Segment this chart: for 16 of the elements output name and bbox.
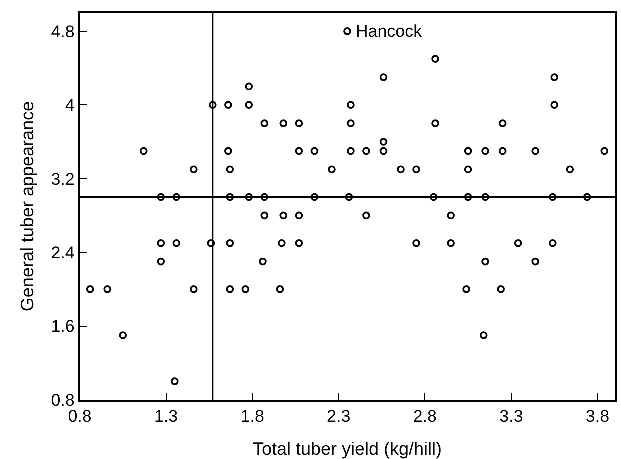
annotation: Hancock bbox=[356, 22, 423, 41]
x-tick-label: 1.8 bbox=[240, 407, 264, 426]
x-tick-label: 3.8 bbox=[586, 407, 610, 426]
y-tick-label: 3.2 bbox=[51, 170, 75, 189]
y-tick-label: 1.6 bbox=[51, 317, 75, 336]
x-tick-label: 2.8 bbox=[413, 407, 437, 426]
x-tick-label: 3.3 bbox=[500, 407, 524, 426]
x-axis-title: Total tuber yield (kg/hill) bbox=[252, 439, 442, 459]
y-tick-label: 0.8 bbox=[51, 390, 75, 410]
y-tick-label: 2.4 bbox=[51, 244, 75, 263]
x-tick-label: 0.8 bbox=[68, 407, 92, 426]
x-tick-label: 2.3 bbox=[327, 407, 351, 426]
y-axis-title: General tuber appearance bbox=[18, 101, 38, 312]
y-tick-label: 4 bbox=[65, 96, 75, 116]
x-tick-label: 1.3 bbox=[154, 407, 178, 426]
y-tick-label: 4.8 bbox=[51, 22, 75, 42]
